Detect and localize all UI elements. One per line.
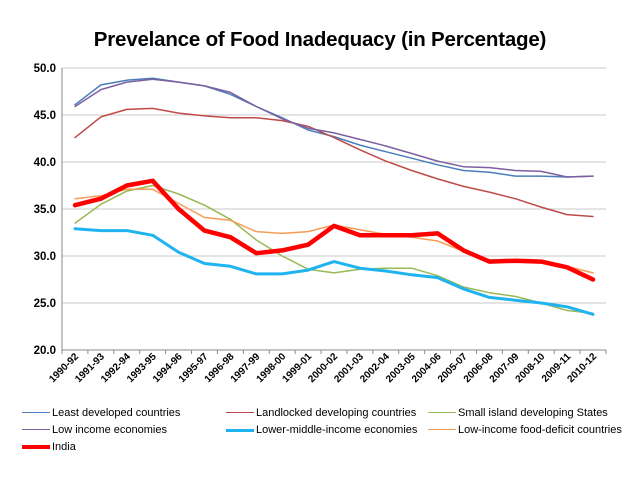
y-tick-label: 50.0 xyxy=(34,63,56,75)
legend-swatch xyxy=(22,444,50,449)
legend-label: Least developed countries xyxy=(52,407,181,419)
legend-swatch xyxy=(226,428,254,432)
legend-swatch xyxy=(428,429,456,431)
series-line-2 xyxy=(74,107,594,218)
series-line-5 xyxy=(73,227,595,316)
legend-label: Small island developing States xyxy=(458,407,608,419)
legend-label: Lower-middle-income economies xyxy=(256,424,418,436)
y-tick-label: 30.0 xyxy=(34,251,56,263)
legend-label: Low-income food-deficit countries xyxy=(458,424,622,436)
y-tick-label: 45.0 xyxy=(34,110,56,122)
y-tick-label: 35.0 xyxy=(34,204,56,216)
legend-label: Low income economies xyxy=(52,424,167,436)
legend-label: Landlocked developing countries xyxy=(256,407,417,419)
legend-swatch xyxy=(428,412,456,414)
legend-swatch xyxy=(22,412,50,414)
y-tick-label: 40.0 xyxy=(34,157,56,169)
series-line-3 xyxy=(74,184,594,315)
y-tick-label: 20.0 xyxy=(34,345,56,357)
x-tick-label: 2010-12 xyxy=(565,351,599,385)
legend-swatch xyxy=(226,412,254,414)
series-line-4 xyxy=(74,78,594,178)
y-tick-label: 25.0 xyxy=(34,298,56,310)
legend-label: India xyxy=(52,441,76,453)
series-line-7 xyxy=(72,178,596,282)
legend-swatch xyxy=(22,429,50,431)
chart-title: Prevelance of Food Inadequacy (in Percen… xyxy=(93,28,547,51)
